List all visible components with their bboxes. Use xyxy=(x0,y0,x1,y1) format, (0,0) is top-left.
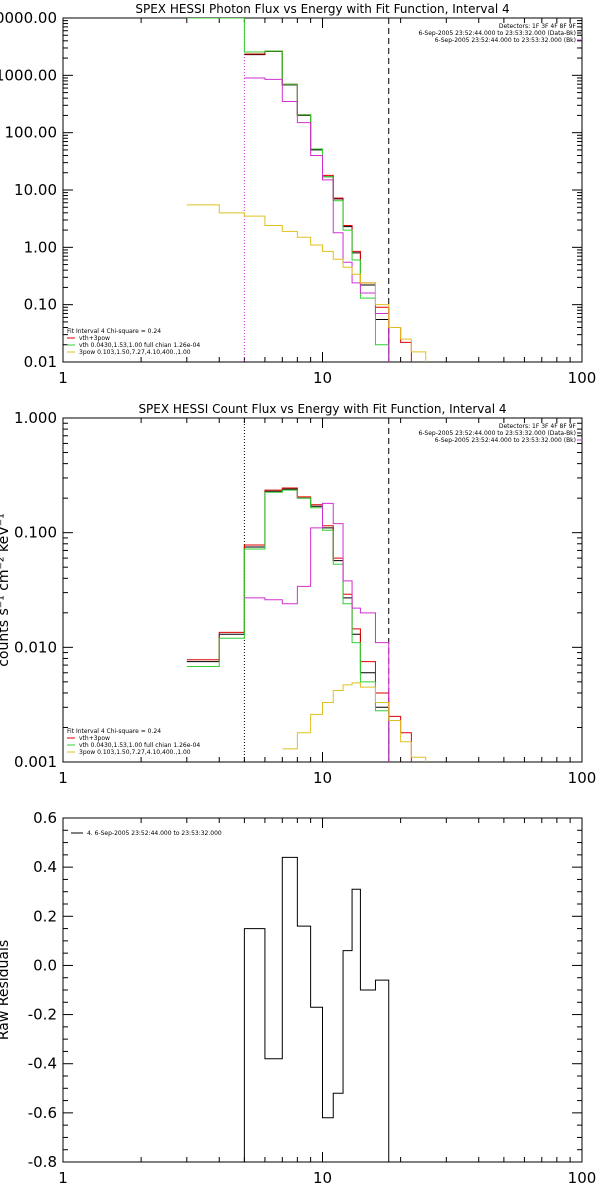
chart1-legend-entry: vth 0.0430,1.53,1.00 full chian 1.26e-04 xyxy=(79,342,200,349)
chart2-title: SPEX HESSI Count Flux vs Energy with Fit… xyxy=(138,402,506,416)
chart2-header-line: Detectors: 1F 3F 4F 8F 9F xyxy=(499,423,577,430)
chart3-ytick-label: 0.4 xyxy=(33,858,57,876)
chart1-series-2 xyxy=(244,50,412,362)
chart3-ylabel: Raw Residuals xyxy=(0,940,12,1040)
chart2-xtick-label: 1 xyxy=(58,769,68,787)
chart1-series-4 xyxy=(244,77,390,362)
chart1-ytick-label: 0.01 xyxy=(24,353,57,371)
chart2-ytick-label: 0.010 xyxy=(14,638,57,656)
chart3-xtick-label: 100 xyxy=(568,1169,597,1187)
chart1-ytick-label: 1.00 xyxy=(24,238,57,256)
chart1-legend-entry: 3pow 0.103,1.50,7.27,4.10,400.,1.00 xyxy=(79,349,191,356)
chart2-ylabel: counts s⁻¹ cm⁻² keV⁻¹ xyxy=(0,513,12,667)
chart3-legend-entry: 4. 6-Sep-2005 23:52:44.000 to 23:53:32.0… xyxy=(87,830,222,837)
chart3-xtick-label: 1 xyxy=(58,1169,68,1187)
chart2-ytick-label: 1.000 xyxy=(14,409,57,427)
chart2-header-line: 6-Sep-2005 23:52:44.000 to 23:53:32.000 … xyxy=(435,437,576,444)
chart2-series-5 xyxy=(282,682,427,762)
chart2-legend-entry: vth+3pow xyxy=(79,735,110,742)
chart1-ytick-label: 1000.00 xyxy=(0,66,57,84)
chart1-header-line: 6-Sep-2005 23:52:44.000 to 23:53:32.000 … xyxy=(435,37,576,44)
chart2-legend-entry: vth 0.0430,1.53,1.00 full chian 1.26e-04 xyxy=(79,742,200,749)
chart2-series-2 xyxy=(186,487,412,762)
chart3-series-1 xyxy=(243,856,390,1162)
chart1-title: SPEX HESSI Photon Flux vs Energy with Fi… xyxy=(135,2,509,16)
chart1-series-3 xyxy=(186,18,390,362)
chart1-series-1 xyxy=(244,51,390,362)
chart1-ytick-label: 0.10 xyxy=(24,296,57,314)
chart1-xtick-label: 10 xyxy=(313,369,332,387)
chart1-series-5 xyxy=(186,204,427,362)
chart1-legend-entry: vth+3pow xyxy=(79,335,110,342)
chart2-legend-entry: 3pow 0.103,1.50,7.27,4.10,400.,1.00 xyxy=(79,749,191,756)
chart1-ytick-label: 10.00 xyxy=(14,181,57,199)
chart3-ytick-label: -0.2 xyxy=(28,1006,57,1024)
chart2-header-line: 6-Sep-2005 23:52:44.000 to 23:53:32.000 … xyxy=(418,430,576,437)
chart1-header-line: Detectors: 1F 3F 4F 8F 9F xyxy=(499,23,577,30)
chart3-ytick-label: -0.4 xyxy=(28,1055,57,1073)
chart1-ytick-label: 100.00 xyxy=(5,124,58,142)
chart3-ytick-label: 0.0 xyxy=(33,956,57,974)
chart3-xtick-label: 10 xyxy=(313,1169,332,1187)
chart3-ytick-label: 0.2 xyxy=(33,907,57,925)
chart3-ytick-label: -0.8 xyxy=(28,1153,57,1171)
chart2-ytick-label: 0.001 xyxy=(14,753,57,771)
chart2-ytick-label: 0.100 xyxy=(14,524,57,542)
chart2-xtick-label: 10 xyxy=(313,769,332,787)
chart1-legend-entry: Fit Interval 4 Chi-square = 0.24 xyxy=(67,328,161,335)
chart3-ytick-label: 0.6 xyxy=(33,809,57,827)
chart1-header-line: 6-Sep-2005 23:52:44.000 to 23:53:32.000 … xyxy=(418,30,576,37)
chart1-ytick-label: 10000.00 xyxy=(0,9,57,27)
chart1-frame xyxy=(62,17,583,363)
chart1-xtick-label: 1 xyxy=(58,369,68,387)
chart2-xtick-label: 100 xyxy=(568,769,597,787)
chart1-xtick-label: 100 xyxy=(568,369,597,387)
chart2-series-1 xyxy=(186,488,390,762)
chart3-ytick-label: -0.6 xyxy=(28,1104,57,1122)
chart2-series-3 xyxy=(186,489,390,762)
chart2-legend-entry: Fit Interval 4 Chi-square = 0.24 xyxy=(67,728,161,735)
chart2-series-4 xyxy=(244,502,390,762)
